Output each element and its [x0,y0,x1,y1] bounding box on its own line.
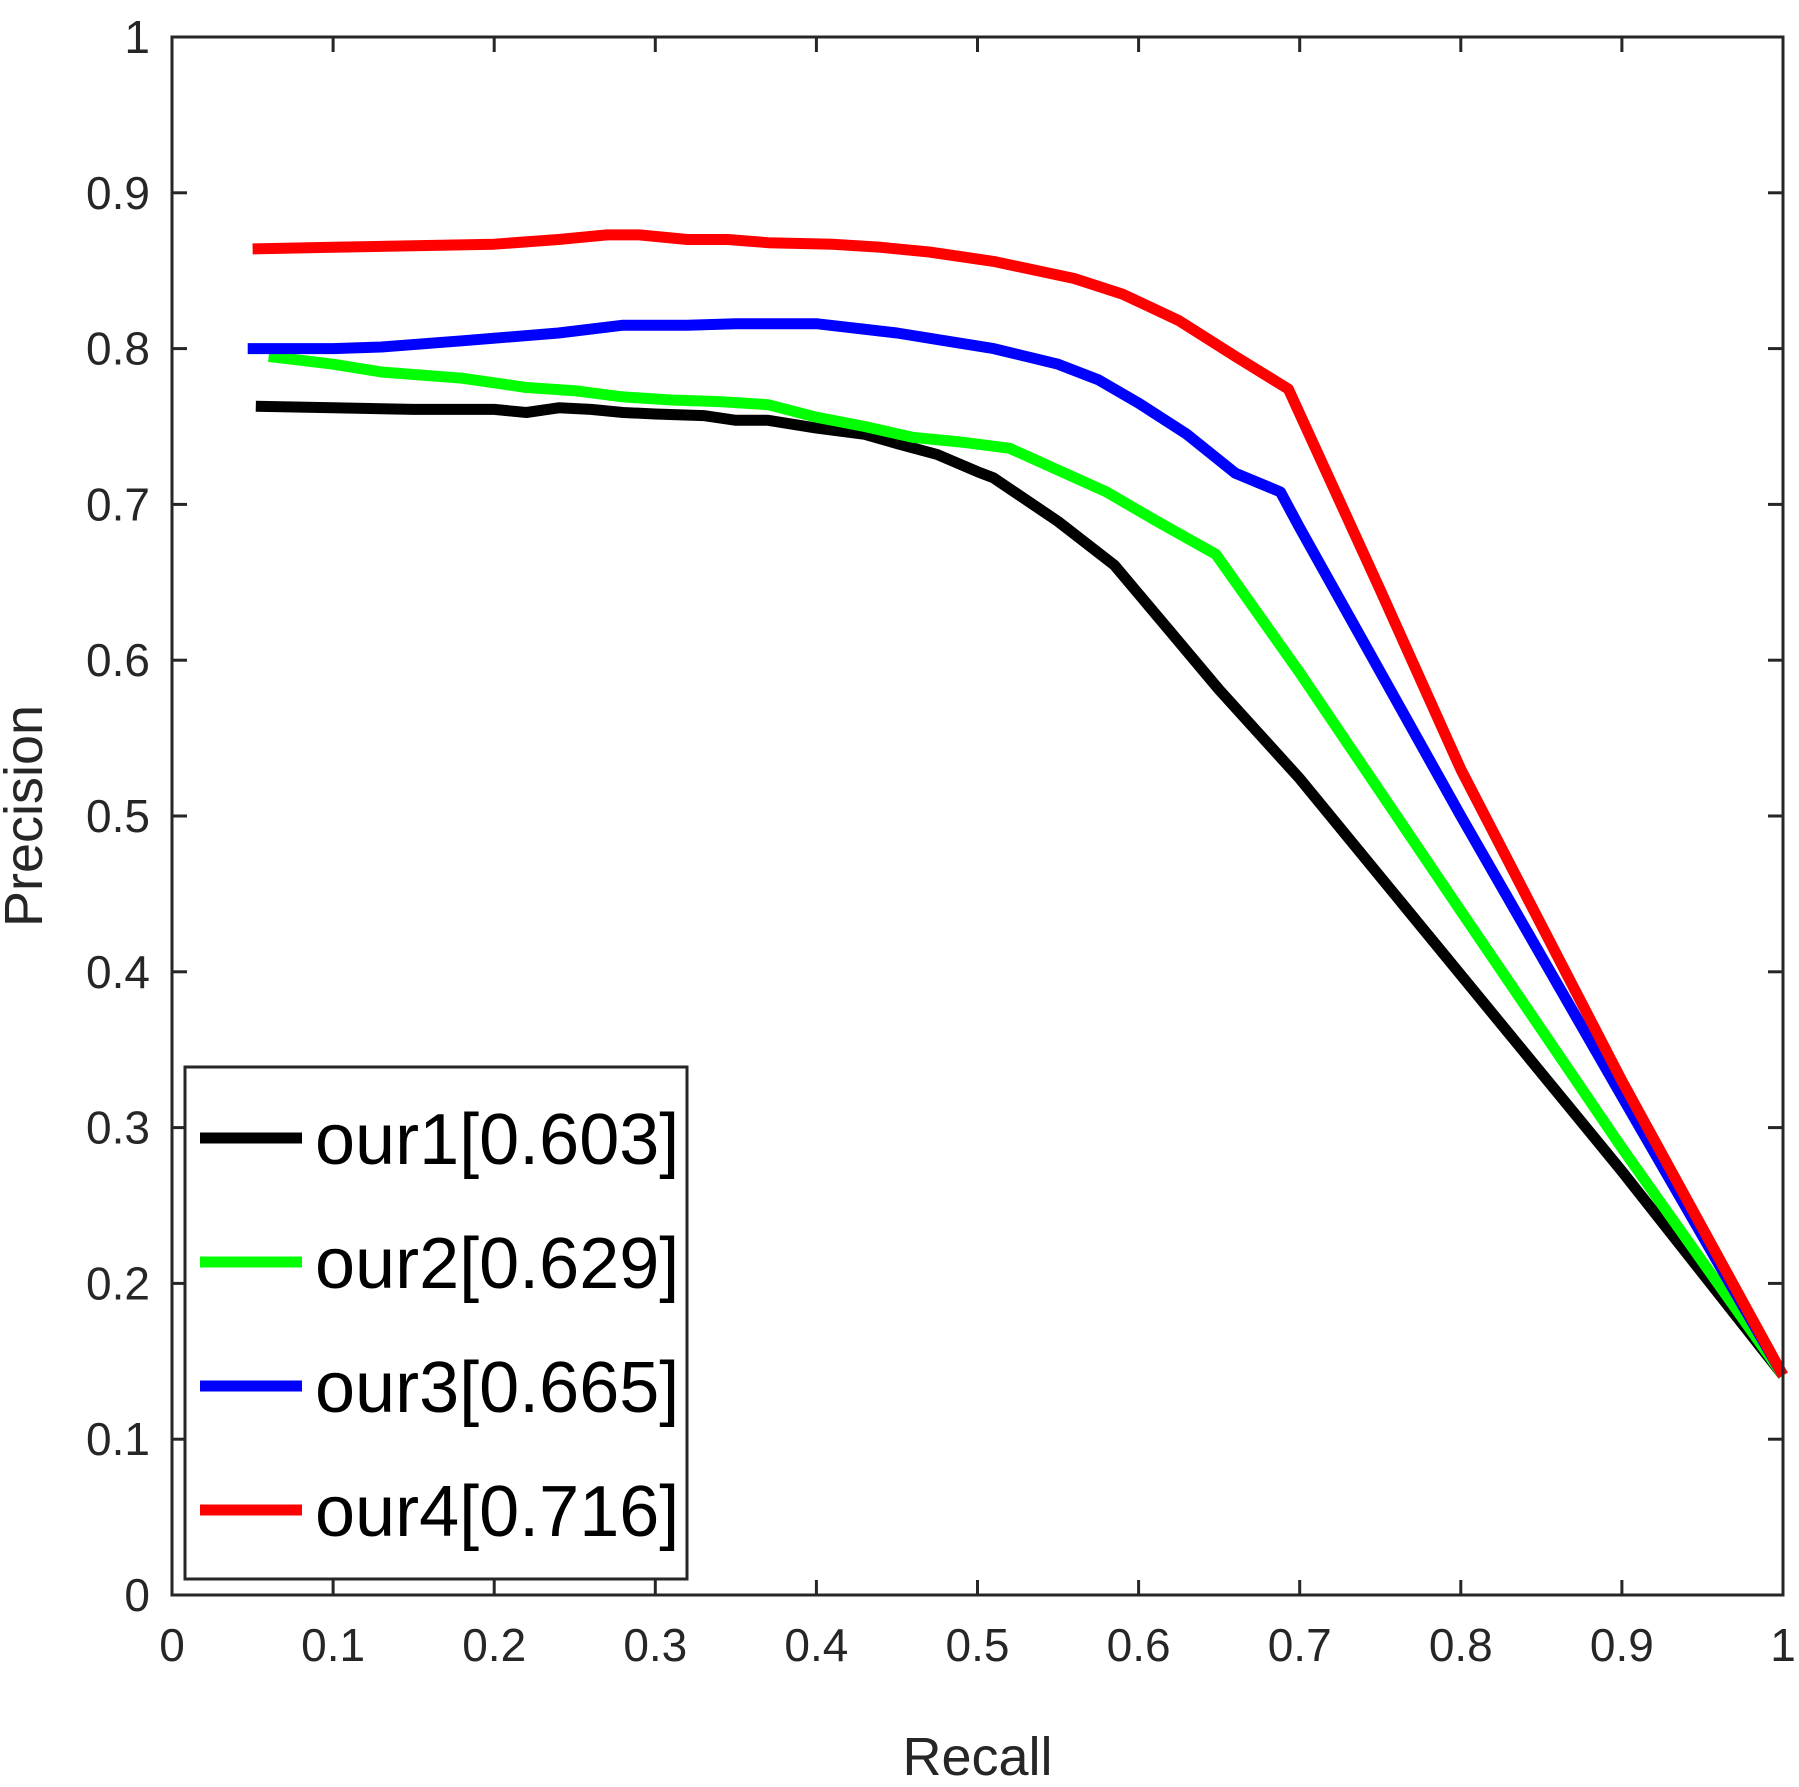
x-tick-label: 0.7 [1268,1619,1332,1671]
x-tick-label: 0.9 [1590,1619,1654,1671]
y-tick-label: 0 [124,1569,150,1621]
x-tick-label: 0 [159,1619,185,1671]
y-tick-label: 0.8 [86,323,150,375]
x-tick-label: 0.5 [946,1619,1010,1671]
series-layer [247,229,1788,1379]
x-tick-label: 0.6 [1107,1619,1171,1671]
tick-labels: 0 0.1 0.2 0.3 0.4 0.5 0.6 0.7 0.8 0.9 1 0 0.1 0.2 0.3 0… [86,11,1796,1671]
x-tick-label: 0.8 [1429,1619,1493,1671]
y-tick-label: 0.4 [86,946,150,998]
series-line-3 [247,318,1788,1379]
y-tick-label: 0.3 [86,1102,150,1154]
y-tick-label: 1 [124,11,150,63]
legend-box [183,1065,689,1581]
x-tick-label: 0.4 [784,1619,848,1671]
x-tick-label: 0.3 [623,1619,687,1671]
x-tick-label: 1 [1770,1619,1796,1671]
legend-label-2: our2[0.629] [315,1224,679,1304]
y-axis-label: Precision [0,705,54,927]
y-tick-label: 0.9 [86,167,150,219]
y-tick-label: 0.7 [86,478,150,530]
x-tick-label: 0.2 [462,1619,526,1671]
legend-label-1: our1[0.603] [315,1100,679,1180]
plot-frame [170,35,1785,1597]
legend-label-4: our4[0.716] [315,1472,679,1552]
x-tick-label: 0.1 [301,1619,365,1671]
legend-label-3: our3[0.665] [315,1348,679,1428]
legend: our1[0.603] our2[0.629] our3[0.665] our4[0.… [183,1065,689,1581]
x-axis-label: Recall [902,1727,1052,1787]
series-line-2 [268,350,1788,1379]
y-tick-label: 0.1 [86,1413,150,1465]
series-line-4 [252,229,1788,1378]
y-tick-label: 0.5 [86,790,150,842]
series-line-1 [255,400,1788,1379]
y-tick-label: 0.2 [86,1257,150,1309]
y-tick-label: 0.6 [86,634,150,686]
